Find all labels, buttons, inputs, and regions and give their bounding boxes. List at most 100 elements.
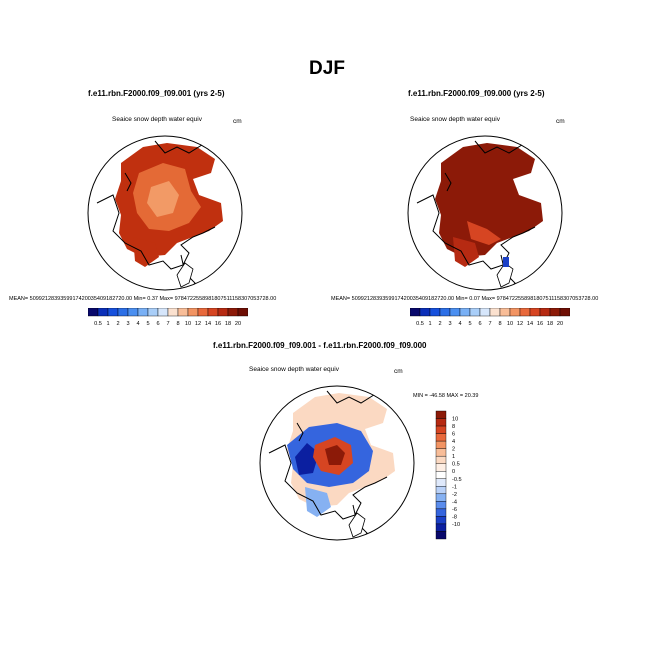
- colorbar-tick-label: 6: [478, 321, 481, 327]
- colorbar-swatch: [429, 308, 441, 317]
- panel2-barents-field: [453, 237, 479, 267]
- colorbar-tick-label: 10: [507, 321, 513, 327]
- colorbar-tick-label: 1: [428, 321, 431, 327]
- panel2-units-label: cm: [556, 118, 565, 125]
- colorbar-swatch: [217, 308, 229, 317]
- panel3-stats: MIN = -46.58 MAX = 20.39: [413, 393, 479, 399]
- panel1-units-label: cm: [233, 118, 242, 125]
- colorbar-tick-label: 8: [176, 321, 179, 327]
- colorbar-tick-label: 4: [452, 439, 455, 445]
- colorbar-swatch: [435, 471, 447, 479]
- colorbar-tick-label: 20: [235, 321, 241, 327]
- colorbar-tick-label: 0.5: [452, 462, 460, 468]
- page-title: DJF: [309, 58, 345, 79]
- colorbar-swatch: [227, 308, 239, 317]
- colorbar-tick-label: 2: [452, 447, 455, 453]
- colorbar-tick-label: 1: [106, 321, 109, 327]
- colorbar-swatch: [435, 501, 447, 510]
- colorbar-swatch: [435, 486, 447, 495]
- colorbar-swatch: [435, 523, 447, 532]
- panel3-case-title: f.e11.rbn.F2000.f09_f09.001 - f.e11.rbn.…: [213, 341, 427, 350]
- panel2-snow-field-outer: [435, 143, 543, 257]
- colorbar-tick-label: 4: [458, 321, 461, 327]
- colorbar-tick-label: 0.5: [416, 321, 424, 327]
- panel2-coastline: [416, 140, 536, 290]
- panel3-negative-core: [295, 443, 319, 475]
- colorbar-swatch: [117, 308, 129, 317]
- panel3-polar-map: [259, 385, 415, 541]
- panel3-colorbar: 108 64 21 0.50 -0.5-1 -2-4 -6-8 -10: [435, 410, 462, 540]
- colorbar-tick-label: 12: [517, 321, 523, 327]
- colorbar-tick-label: 6: [452, 432, 455, 438]
- colorbar-tick-label: 3: [126, 321, 129, 327]
- colorbar-swatch: [187, 308, 199, 317]
- panel3-coastline: [268, 390, 388, 540]
- panel2-variable-label: Seaice snow depth water equiv: [410, 116, 500, 123]
- colorbar-swatch: [435, 463, 447, 472]
- colorbar-tick-label: 8: [498, 321, 501, 327]
- colorbar-swatch: [167, 308, 179, 317]
- colorbar-swatch: [435, 531, 447, 540]
- colorbar-swatch: [435, 410, 447, 419]
- colorbar-tick-label: 7: [488, 321, 491, 327]
- panel1-polar-map: [87, 135, 243, 291]
- panel2-stats: MEAN= 5099212839359917420035409182720.00…: [331, 296, 599, 302]
- panel2-case-title: f.e11.rbn.F2000.f09_f09.000 (yrs 2-5): [408, 89, 545, 98]
- panel2-polar-map: [407, 135, 563, 291]
- colorbar-tick-label: -0.5: [452, 477, 462, 483]
- colorbar-swatch: [207, 308, 219, 317]
- colorbar-tick-label: 6: [156, 321, 159, 327]
- colorbar-swatch: [177, 308, 189, 317]
- colorbar-tick-label: 18: [547, 321, 553, 327]
- colorbar-swatch: [419, 308, 431, 317]
- colorbar-tick-label: 14: [205, 321, 211, 327]
- colorbar-swatch: [137, 308, 149, 317]
- colorbar-swatch: [489, 308, 501, 317]
- colorbar-tick-label: 18: [225, 321, 231, 327]
- colorbar-tick-label: -10: [452, 522, 460, 528]
- colorbar-tick-label: -6: [452, 507, 457, 513]
- colorbar-tick-label: -1: [452, 484, 457, 490]
- colorbar-swatch: [147, 308, 159, 317]
- colorbar-swatch: [469, 308, 481, 317]
- colorbar-swatch: [435, 478, 447, 487]
- colorbar-swatch: [435, 440, 447, 449]
- colorbar-tick-label: 8: [452, 424, 455, 430]
- colorbar-tick-label: 16: [537, 321, 543, 327]
- panel1-greenland-outline: [176, 262, 194, 288]
- colorbar-tick-label: 10: [452, 417, 458, 423]
- panel1-variable-label: Seaice snow depth water equiv: [112, 116, 202, 123]
- colorbar-swatch: [435, 425, 447, 434]
- colorbar-swatch: [449, 308, 461, 317]
- colorbar-swatch: [519, 308, 531, 317]
- colorbar-swatch: [549, 308, 561, 317]
- colorbar-tick-label: 2: [438, 321, 441, 327]
- colorbar-tick-label: 0: [452, 469, 455, 475]
- colorbar-tick-label: 5: [146, 321, 149, 327]
- panel3-units-label: cm: [394, 368, 403, 375]
- colorbar-tick-label: 3: [448, 321, 451, 327]
- colorbar-tick-label: 2: [116, 321, 119, 327]
- colorbar-swatch: [439, 308, 451, 317]
- colorbar-swatch: [559, 308, 570, 317]
- colorbar-tick-label: 7: [166, 321, 169, 327]
- panel2-snow-field-inner: [467, 221, 501, 245]
- colorbar-swatch: [529, 308, 541, 317]
- colorbar-swatch: [88, 308, 99, 317]
- colorbar-swatch: [459, 308, 471, 317]
- panel1-case-title: f.e11.rbn.F2000.f09_f09.001 (yrs 2-5): [88, 89, 225, 98]
- colorbar-tick-label: 1: [452, 454, 455, 460]
- colorbar-swatch: [435, 493, 447, 502]
- colorbar-swatch: [127, 308, 139, 317]
- panel2-blue-patch: [503, 257, 509, 267]
- colorbar-swatch: [435, 448, 447, 457]
- panel1-coastline: [96, 140, 216, 290]
- colorbar-swatch: [197, 308, 209, 317]
- colorbar-swatch: [157, 308, 169, 317]
- colorbar-tick-label: 4: [136, 321, 139, 327]
- colorbar-tick-label: 0.5: [94, 321, 102, 327]
- colorbar-swatch: [479, 308, 491, 317]
- panel1-colorbar: 0.5 1 2 3 4 5 6 7 8 10 12 14 16 18 20: [88, 308, 248, 327]
- colorbar-swatch: [97, 308, 109, 317]
- colorbar-swatch: [435, 508, 447, 517]
